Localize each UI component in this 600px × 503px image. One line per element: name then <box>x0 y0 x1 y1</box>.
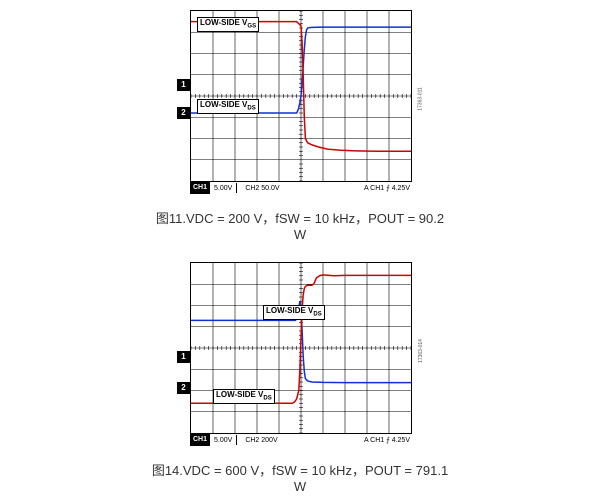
figure-2: 1LOW-SIDE VDS2LOW-SIDE VDS17363-014CH15.… <box>150 262 450 494</box>
ch1-badge: CH1 <box>190 434 210 446</box>
scope-svg <box>191 263 411 433</box>
scope-readout-bar: CH1 5.00V CH2 200V A CH1 ⨍ 4.25V <box>190 434 410 446</box>
trace-label-ch1: LOW-SIDE VDS <box>263 305 325 320</box>
scope-svg <box>191 11 411 181</box>
figure-id-note: 17363-011 <box>418 87 424 111</box>
ch1-scale: 5.00V <box>214 185 232 192</box>
ground-marker-ch2: 2 <box>177 382 190 394</box>
ch1-scale: 5.00V <box>214 437 232 444</box>
trace-label-ch2: LOW-SIDE VDS <box>197 99 259 114</box>
ch1-badge: CH1 <box>190 182 210 194</box>
figure-id-note: 17363-014 <box>418 339 424 363</box>
figure-caption: 图14.VDC = 600 V，fSW = 10 kHz，POUT = 791.… <box>150 460 450 494</box>
figure-caption: 图11.VDC = 200 V，fSW = 10 kHz，POUT = 90.2… <box>150 208 450 242</box>
oscilloscope-plot: 1LOW-SIDE VGS2LOW-SIDE VDS17363-011 <box>190 10 412 182</box>
trace-label-ch2: LOW-SIDE VDS <box>213 389 275 404</box>
trace-label-ch1: LOW-SIDE VGS <box>197 17 259 32</box>
trigger-readout: A CH1 ⨍ 4.25V <box>364 184 410 192</box>
oscilloscope-plot: 1LOW-SIDE VDS2LOW-SIDE VDS17363-014 <box>190 262 412 434</box>
ch2-label: CH2 50.0V <box>245 185 279 192</box>
ch2-label: CH2 200V <box>245 437 277 444</box>
ground-marker-ch2: 2 <box>177 107 190 119</box>
figure-1: 1LOW-SIDE VGS2LOW-SIDE VDS17363-011CH15.… <box>150 10 450 242</box>
trigger-readout: A CH1 ⨍ 4.25V <box>364 436 410 444</box>
ground-marker-ch1: 1 <box>177 351 190 363</box>
ground-marker-ch1: 1 <box>177 79 190 91</box>
scope-readout-bar: CH1 5.00V CH2 50.0V A CH1 ⨍ 4.25V <box>190 182 410 194</box>
